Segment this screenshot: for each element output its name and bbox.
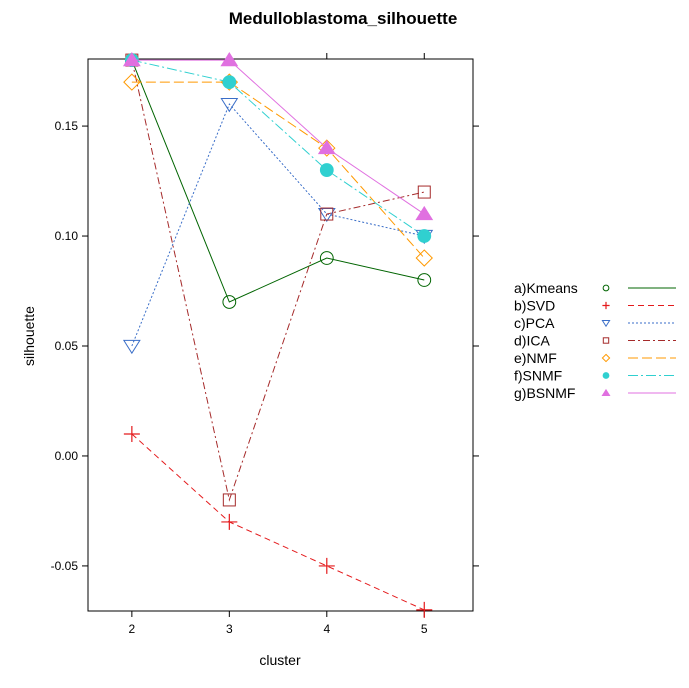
x-tick-label: 4 (323, 622, 330, 636)
series-line (131, 59, 425, 237)
series-bsvd (123, 425, 433, 618)
data-point (123, 73, 141, 91)
data-point (417, 229, 432, 243)
series-line (131, 59, 425, 502)
x-tick-label: 5 (421, 622, 428, 636)
legend-marker (602, 301, 610, 310)
y-tick-label: 0.10 (55, 229, 79, 243)
y-axis-label: silhouette (21, 306, 37, 366)
data-point (317, 139, 336, 155)
series-line (131, 433, 425, 611)
y-tick-label: 0.05 (55, 339, 79, 353)
legend-marker (602, 372, 610, 379)
data-point (221, 513, 238, 530)
chart-title: Medulloblastoma_silhouette (229, 9, 458, 28)
legend-label: f)SNMF (514, 368, 562, 384)
x-tick-label: 3 (226, 622, 233, 636)
series-line (131, 103, 425, 347)
data-point (416, 601, 433, 618)
x-tick-label: 2 (129, 622, 136, 636)
series-line (131, 59, 425, 215)
data-point (319, 163, 334, 177)
data-point (220, 51, 239, 67)
legend-marker (601, 319, 611, 328)
legend-entry: b)SVD (514, 298, 676, 314)
data-point (123, 425, 140, 442)
data-point (222, 295, 237, 309)
legend-entry: g)BSNMF (514, 385, 676, 401)
data-point (417, 273, 432, 287)
plot-frame (87, 58, 474, 612)
legend-entry: c)PCA (514, 315, 676, 331)
series-gbsnmf (122, 51, 434, 221)
legend-marker (601, 388, 611, 397)
legend-label: d)ICA (514, 333, 550, 349)
y-tick-label: 0.15 (55, 119, 79, 133)
legend-entry: d)ICA (514, 333, 676, 349)
series-akmeans (124, 53, 432, 309)
data-point (417, 185, 431, 199)
legend-entry: a)Kmeans (514, 280, 676, 296)
legend-label: a)Kmeans (514, 280, 578, 296)
legend-marker (602, 284, 610, 292)
y-tick-label: 0.00 (55, 449, 79, 463)
legend-label: c)PCA (514, 315, 555, 331)
legend-marker (601, 353, 611, 363)
legend-label: b)SVD (514, 298, 555, 314)
series-fsnmf (124, 53, 432, 243)
x-axis-label: cluster (259, 652, 301, 668)
data-point (320, 207, 334, 221)
data-point (222, 75, 237, 89)
data-point (319, 251, 334, 265)
data-point (415, 205, 434, 221)
legend-label: e)NMF (514, 350, 557, 366)
legend-entry: e)NMF (514, 350, 676, 366)
data-point (318, 557, 335, 574)
y-tick-label: -0.05 (51, 559, 79, 573)
data-point (122, 339, 141, 355)
data-point (220, 97, 239, 113)
data-point (318, 139, 336, 157)
legend-entry: f)SNMF (514, 368, 676, 384)
series-enmf (123, 73, 433, 267)
data-point (122, 51, 141, 67)
series-line (131, 59, 425, 303)
series-cpca (122, 97, 434, 355)
data-point (415, 249, 433, 267)
legend-marker (602, 337, 610, 344)
data-point (222, 493, 236, 507)
legend-label: g)BSNMF (514, 385, 575, 401)
